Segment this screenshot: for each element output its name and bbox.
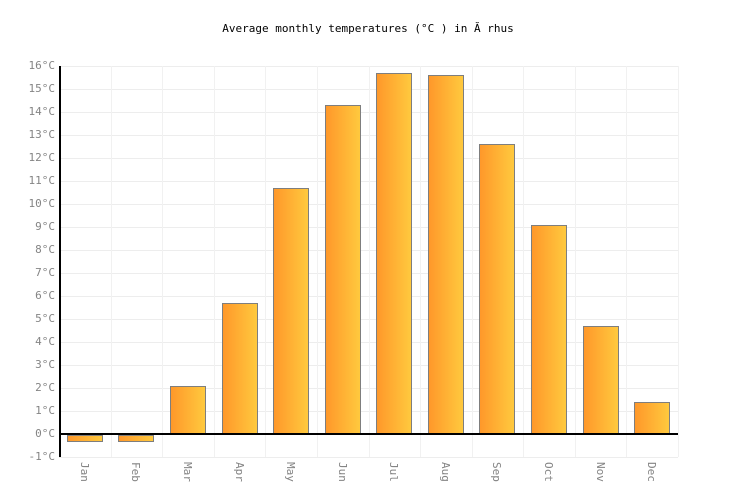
x-tick-label-may: May — [284, 462, 297, 482]
y-tick-label: 1°C — [35, 404, 55, 417]
y-tick-label: 14°C — [28, 105, 56, 118]
bar-oct — [531, 225, 567, 434]
y-tick-label: -1°C — [28, 450, 56, 463]
gridline-v — [317, 66, 318, 457]
y-tick-label: 2°C — [35, 381, 55, 394]
x-tick-label-jan: Jan — [78, 462, 91, 482]
gridline-h — [59, 204, 678, 205]
y-tick-label: 8°C — [35, 243, 55, 256]
y-tick-label: 4°C — [35, 335, 55, 348]
y-tick-label: 3°C — [35, 358, 55, 371]
bar-apr — [222, 303, 258, 434]
bar-jan — [67, 435, 103, 442]
gridline-v — [265, 66, 266, 457]
y-axis-line — [59, 66, 61, 457]
gridline-h — [59, 135, 678, 136]
y-tick-label: 0°C — [35, 427, 55, 440]
gridline-h — [59, 89, 678, 90]
x-tick-label-aug: Aug — [439, 462, 452, 482]
gridline-h — [59, 365, 678, 366]
gridline-h — [59, 296, 678, 297]
gridline-h — [59, 227, 678, 228]
gridline-v — [162, 66, 163, 457]
gridline-h — [59, 388, 678, 389]
y-tick-label: 12°C — [28, 151, 56, 164]
bar-jun — [325, 105, 361, 434]
y-tick-label: 11°C — [28, 174, 56, 187]
y-tick-label: 10°C — [28, 197, 56, 210]
x-tick-label-oct: Oct — [542, 462, 555, 482]
gridline-v — [626, 66, 627, 457]
bar-aug — [428, 75, 464, 434]
gridline-v — [369, 66, 370, 457]
gridline-h — [59, 342, 678, 343]
x-tick-label-apr: Apr — [233, 462, 246, 482]
bar-dec — [634, 402, 670, 434]
x-tick-label-nov: Nov — [594, 462, 607, 482]
x-tick-label-mar: Mar — [181, 462, 194, 482]
y-tick-label: 16°C — [28, 59, 56, 72]
gridline-v — [111, 66, 112, 457]
gridline-h — [59, 273, 678, 274]
gridline-h — [59, 250, 678, 251]
x-tick-label-dec: Dec — [645, 462, 658, 482]
gridline-h — [59, 411, 678, 412]
chart-title: Average monthly temperatures (°C ) in Ă … — [222, 22, 514, 35]
gridline-h — [59, 319, 678, 320]
bar-feb — [118, 435, 154, 442]
x-tick-label-sep: Sep — [490, 462, 503, 482]
gridline-h — [59, 66, 678, 67]
zero-baseline — [59, 433, 678, 435]
gridline-v — [523, 66, 524, 457]
gridline-v — [214, 66, 215, 457]
x-tick-label-jun: Jun — [336, 462, 349, 482]
bar-nov — [583, 326, 619, 434]
x-tick-label-feb: Feb — [129, 462, 142, 482]
y-tick-label: 5°C — [35, 312, 55, 325]
gridline-h — [59, 112, 678, 113]
gridline-h — [59, 457, 678, 458]
bar-sep — [479, 144, 515, 434]
bar-jul — [376, 73, 412, 434]
y-tick-label: 7°C — [35, 266, 55, 279]
bar-may — [273, 188, 309, 434]
gridline-v — [575, 66, 576, 457]
y-tick-label: 15°C — [28, 82, 56, 95]
y-tick-label: 6°C — [35, 289, 55, 302]
gridline-h — [59, 158, 678, 159]
bar-mar — [170, 386, 206, 434]
plot-area — [59, 66, 679, 458]
x-tick-label-jul: Jul — [387, 462, 400, 482]
y-tick-label: 9°C — [35, 220, 55, 233]
gridline-v — [678, 66, 679, 457]
gridline-h — [59, 181, 678, 182]
gridline-v — [472, 66, 473, 457]
gridline-v — [420, 66, 421, 457]
y-tick-label: 13°C — [28, 128, 56, 141]
